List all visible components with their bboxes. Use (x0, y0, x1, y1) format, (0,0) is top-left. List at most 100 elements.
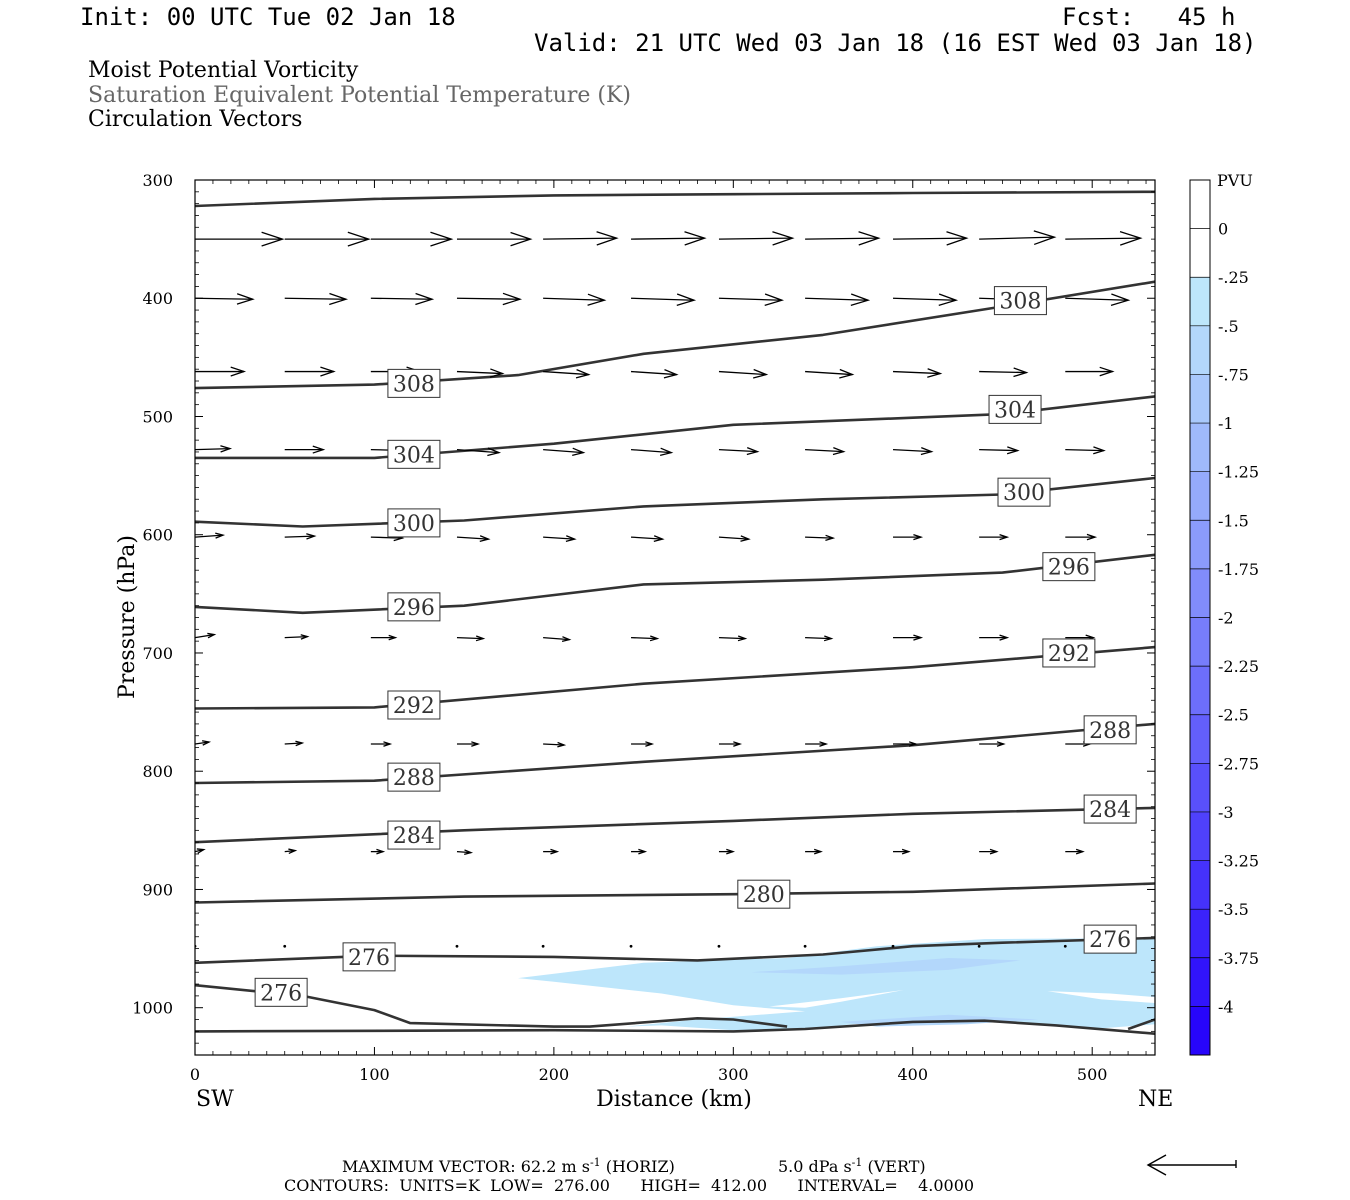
colorbar-box (1190, 228, 1210, 278)
circulation-vector (979, 446, 1020, 455)
colorbar-box (1190, 1006, 1210, 1055)
colorbar-label: 0 (1218, 220, 1228, 239)
circulation-vector (718, 635, 748, 642)
circulation-vector (456, 447, 502, 457)
contour-labels: 308 308 304 304 300 300 296 296 292 292 288 288 284 2… (254, 286, 1137, 1007)
circulation-vector (195, 231, 285, 247)
circulation-vector (456, 535, 491, 543)
x-tick-label: 500 (1077, 1065, 1108, 1084)
contour-label: 276 (1089, 928, 1131, 953)
circulation-vector (805, 231, 881, 246)
contour-label: 304 (994, 398, 1036, 423)
theta-e-contours (195, 190, 1155, 1035)
circulation-vector (284, 366, 336, 377)
circulation-vector (543, 741, 567, 748)
circulation-vector (631, 231, 707, 246)
colorbar-label: -2 (1218, 609, 1234, 628)
circulation-vector (456, 741, 481, 747)
colorbar-box (1190, 423, 1210, 472)
vector-dot (629, 944, 633, 948)
circulation-vector (892, 368, 943, 378)
circulation-vector (195, 632, 217, 639)
y-tick-label: 900 (142, 880, 173, 899)
circulation-vector (195, 293, 255, 305)
contour-label: 276 (260, 981, 302, 1006)
circulation-vector (805, 534, 836, 541)
circulation-vector (718, 368, 769, 379)
contour-label-box (1083, 715, 1137, 745)
circulation-vector (284, 740, 305, 747)
y-tick-label: 800 (142, 762, 173, 781)
circulation-vector (543, 293, 607, 306)
contour-label-box (254, 977, 308, 1007)
contour-label: 284 (393, 824, 435, 849)
circulation-vector (543, 535, 577, 543)
reference-vector-arrow (1146, 1154, 1237, 1176)
vertical-scale-note: 5.0 dPa s-1 (VERT) (778, 1156, 926, 1176)
contour-label: 308 (999, 290, 1041, 315)
contour-label-box (1083, 924, 1137, 954)
colorbar-box (1190, 957, 1210, 1007)
circulation-vector (805, 635, 834, 642)
circulation-vector (543, 231, 619, 246)
field-title-mpv: Moist Potential Vorticity (88, 58, 359, 83)
colorbar-box (1190, 568, 1210, 618)
circulation-vector (456, 292, 523, 306)
circulation-vector (979, 367, 1029, 378)
contour-label: 284 (1089, 798, 1131, 823)
contour-label-box (988, 394, 1042, 424)
x-left-label: SW (196, 1087, 234, 1112)
circulation-vector (805, 368, 855, 379)
circulation-vector (456, 368, 505, 378)
colorbar-box (1190, 811, 1210, 861)
colorbar-label: -.25 (1218, 268, 1249, 287)
contour-label-box (342, 942, 396, 972)
contour-label-box (1042, 638, 1096, 668)
circulation-vector (979, 634, 1010, 641)
contour-label-box (387, 592, 441, 622)
theta-e-contour (195, 983, 788, 1028)
colorbar-label: -.75 (1218, 365, 1249, 384)
mpv-shade-region (518, 937, 1155, 1031)
theta-e-contour (1127, 1018, 1155, 1031)
vector-dot (891, 944, 895, 948)
circulation-vector (979, 848, 999, 855)
contour-label-box (387, 690, 441, 720)
circulation-vector (979, 230, 1057, 246)
circulation-vector (284, 292, 349, 306)
circulation-vector (195, 366, 247, 377)
mpv-shade-region (751, 958, 1021, 975)
contour-info: CONTOURS: UNITS=K LOW= 276.00 HIGH= 412.… (284, 1176, 974, 1195)
contour-label-box (1042, 552, 1096, 582)
field-title-vectors: Circulation Vectors (88, 107, 302, 132)
circulation-vector (284, 533, 317, 540)
circulation-vector (456, 849, 474, 855)
colorbar-label: -.5 (1218, 317, 1239, 336)
circulation-vector (892, 293, 959, 306)
theta-e-contour (195, 553, 1155, 615)
circulation-vector (805, 446, 846, 456)
theta-e-contour (195, 722, 1155, 785)
circulation-vector (370, 634, 398, 641)
vector-dot (455, 944, 459, 948)
contour-label: 300 (393, 512, 435, 537)
valid-time: Valid: 21 UTC Wed 03 Jan 18 (16 EST Wed … (534, 29, 1256, 57)
vector-dot (977, 944, 981, 948)
y-axis-label: Pressure (hPa) (115, 535, 140, 699)
circulation-vectors (195, 230, 1143, 948)
circulation-vector (284, 848, 298, 855)
circulation-vector (195, 445, 233, 453)
init-time: Init: 00 UTC Tue 02 Jan 18 (80, 3, 456, 31)
colorbar-box (1190, 714, 1210, 764)
vector-dot (1063, 944, 1067, 948)
colorbar-box (1190, 471, 1210, 521)
x-tick-label: 400 (897, 1065, 928, 1084)
circulation-vector (805, 848, 823, 855)
colorbar-label: -3.5 (1218, 900, 1249, 919)
circulation-vector (284, 445, 326, 454)
y-tick-label: 300 (142, 171, 173, 190)
circulation-vector (1065, 293, 1131, 306)
circulation-vector (893, 533, 924, 541)
colorbar-box (1190, 860, 1210, 910)
